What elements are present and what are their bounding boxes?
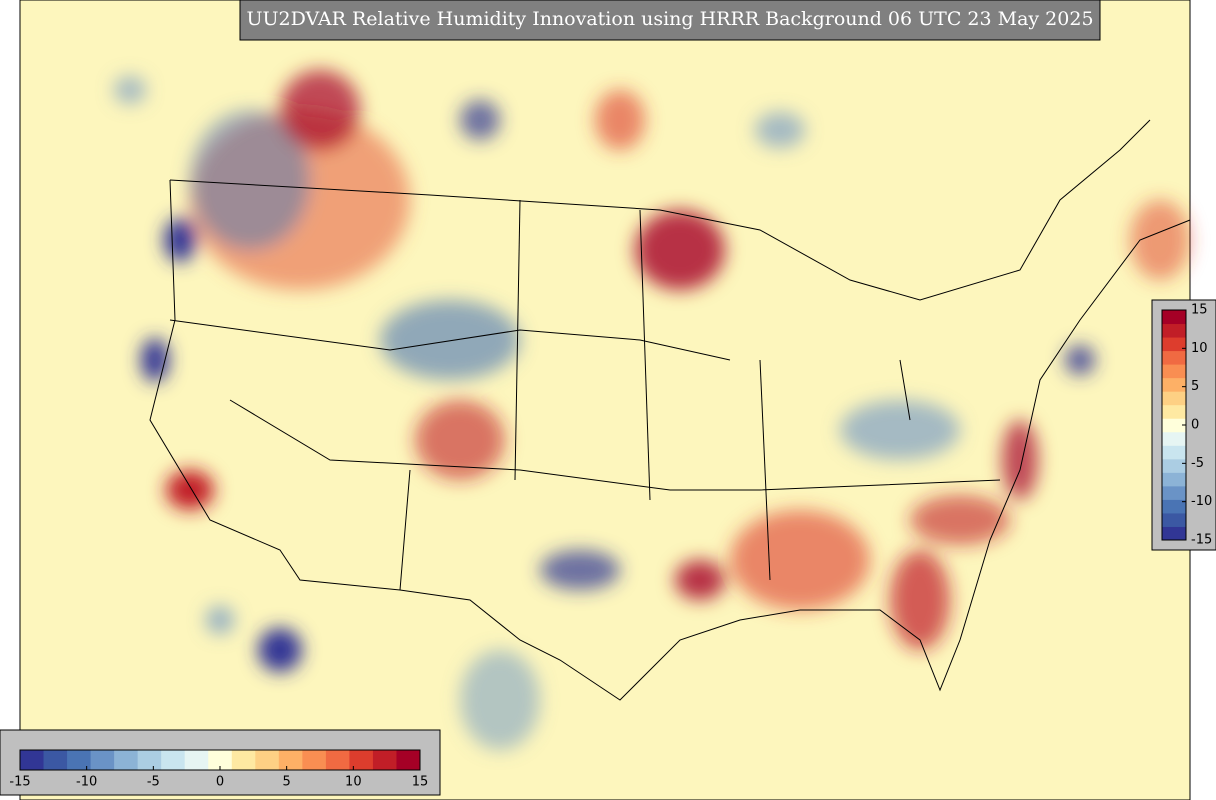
colorbar-segment bbox=[1162, 418, 1186, 433]
colorbar-segment bbox=[1162, 404, 1186, 419]
colorbar-segment bbox=[302, 750, 327, 770]
colorbar-tick-label: 15 bbox=[412, 775, 429, 790]
colorbar-tick-label: 10 bbox=[1191, 341, 1208, 356]
colorbar-segment bbox=[161, 750, 186, 770]
colorbar-tick-label: 15 bbox=[1191, 303, 1208, 318]
colorbar-segment bbox=[1162, 472, 1186, 487]
colorbar-tick-label: -15 bbox=[1191, 533, 1212, 548]
colorbar-segment bbox=[20, 750, 45, 770]
colorbar-segment bbox=[255, 750, 280, 770]
colorbar-segment bbox=[114, 750, 139, 770]
colorbar-segment bbox=[1162, 337, 1186, 352]
colorbar-segment bbox=[1162, 310, 1186, 325]
colorbar-segment bbox=[67, 750, 92, 770]
colorbar-segment bbox=[208, 750, 233, 770]
colorbar-segment bbox=[231, 750, 256, 770]
colorbar-segment bbox=[1162, 526, 1186, 541]
colorbar-segment bbox=[278, 750, 303, 770]
title-box bbox=[239, 0, 1101, 41]
colorbar-segment bbox=[349, 750, 374, 770]
colorbar-tick-label: 5 bbox=[283, 775, 291, 790]
colorbar-segment bbox=[396, 750, 421, 770]
map-title: UU2DVAR Relative Humidity Innovation usi… bbox=[246, 8, 1093, 30]
colorbar-segment bbox=[1162, 391, 1186, 406]
colorbar-tick-label: -5 bbox=[147, 775, 160, 790]
colorbar-segment bbox=[1162, 445, 1186, 460]
colorbar-tick-label: 0 bbox=[216, 775, 224, 790]
colorbar-segment bbox=[1162, 350, 1186, 365]
colorbar-segment bbox=[1162, 431, 1186, 446]
colorbar-tick-label: -10 bbox=[76, 775, 97, 790]
colorbar-tick-label: -15 bbox=[9, 775, 30, 790]
colorbar-segment bbox=[1162, 499, 1186, 514]
colorbar-segment bbox=[1162, 485, 1186, 500]
colorbar-tick-label: -5 bbox=[1191, 456, 1204, 471]
colorbar-segment bbox=[372, 750, 397, 770]
colorbar-segment bbox=[43, 750, 68, 770]
colorbar-segment bbox=[1162, 364, 1186, 379]
colorbar-tick-label: 0 bbox=[1191, 418, 1199, 433]
colorbar-segment bbox=[1162, 458, 1186, 473]
colorbar-segment bbox=[1162, 512, 1186, 527]
colorbar-segment bbox=[325, 750, 350, 770]
colorbar-segment bbox=[1162, 323, 1186, 338]
colorbar-segment bbox=[90, 750, 115, 770]
humidity-field bbox=[114, 70, 1190, 750]
colorbar-segment bbox=[137, 750, 162, 770]
colorbar-segment bbox=[184, 750, 209, 770]
colorbar-tick-label: 5 bbox=[1191, 379, 1199, 394]
colorbar-segment bbox=[1162, 377, 1186, 392]
colorbar-tick-label: 10 bbox=[345, 775, 362, 790]
boundaries bbox=[149, 119, 1191, 701]
colorbar-tick-label: -10 bbox=[1191, 494, 1212, 509]
